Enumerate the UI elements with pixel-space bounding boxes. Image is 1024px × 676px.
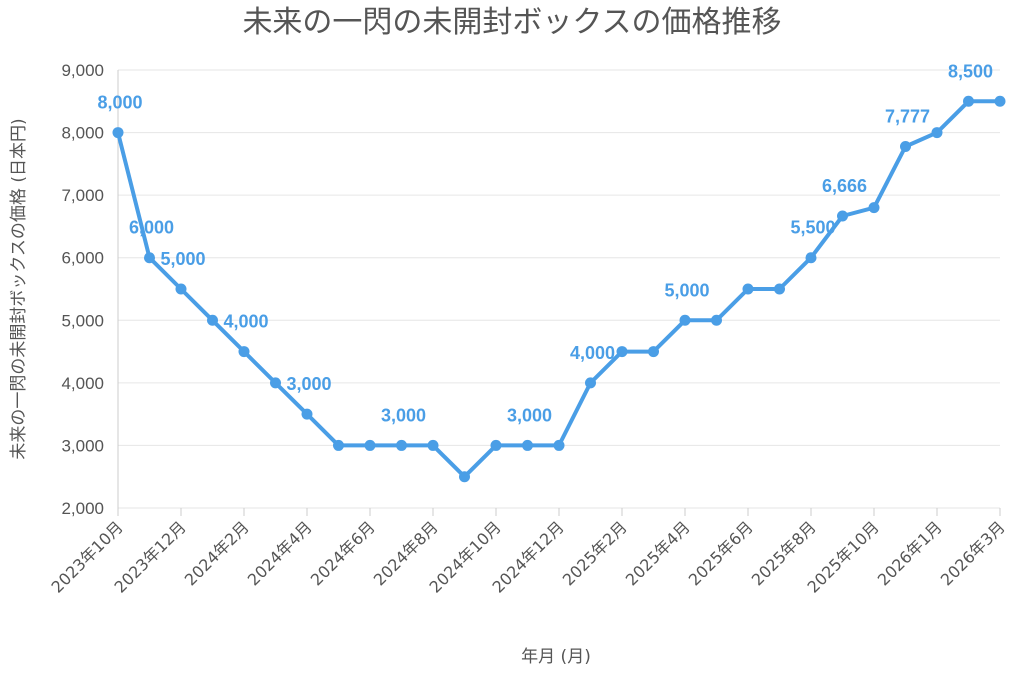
data-label: 6,666 xyxy=(822,176,867,196)
x-tick-label: 2024年2月 xyxy=(181,517,253,589)
x-tick-label: 2024年4月 xyxy=(244,517,316,589)
x-tick-label: 2025年6月 xyxy=(685,517,757,589)
data-point xyxy=(963,95,974,107)
series-line xyxy=(116,99,1000,479)
series-line-layer xyxy=(116,99,1000,479)
data-point xyxy=(238,346,250,358)
data-label: 4,000 xyxy=(223,312,268,332)
data-point xyxy=(585,377,596,389)
data-label: 3,000 xyxy=(381,405,426,425)
data-label: 8,500 xyxy=(948,61,993,81)
data-label: 3,000 xyxy=(507,405,552,425)
data-point xyxy=(490,439,502,451)
y-tick-label: 7,000 xyxy=(61,186,104,205)
data-label: 7,777 xyxy=(885,107,930,127)
x-tick-label: 2025年2月 xyxy=(559,517,631,589)
data-label: 8,000 xyxy=(97,93,142,113)
data-label: 5,000 xyxy=(160,249,205,269)
y-tick-label: 9,000 xyxy=(61,61,104,80)
data-point xyxy=(396,439,407,451)
y-axis-label: 未来の一閃の未開封ボックスの価格 (日本円) xyxy=(9,118,29,459)
x-tick-label: 2025年4月 xyxy=(622,517,694,589)
data-label: 6,000 xyxy=(129,218,174,238)
data-point xyxy=(459,471,470,483)
data-point xyxy=(207,314,218,326)
data-point xyxy=(679,314,691,326)
data-point xyxy=(333,439,344,451)
data-point xyxy=(112,127,124,139)
y-tick-label: 6,000 xyxy=(61,249,104,268)
data-point xyxy=(711,314,722,326)
data-point xyxy=(648,346,659,358)
data-point xyxy=(900,141,911,153)
data-point xyxy=(270,377,281,389)
data-point xyxy=(427,439,439,451)
data-point xyxy=(553,439,565,451)
data-point xyxy=(805,252,817,264)
y-axis-ticks: 2,000 3,000 4,000 5,000 6,000 7,000 8,000 9,000 xyxy=(61,61,104,518)
x-tick-label: 2026年1月 xyxy=(874,517,946,589)
x-tick-label: 2026年3月 xyxy=(937,517,1009,589)
data-point xyxy=(301,408,313,420)
y-tick-label: 2,000 xyxy=(61,499,104,518)
data-label: 5,000 xyxy=(664,280,709,300)
data-point xyxy=(522,439,533,451)
y-tick-label: 3,000 xyxy=(61,436,104,455)
data-point xyxy=(931,127,943,139)
data-label: 4,000 xyxy=(570,343,615,363)
data-point xyxy=(144,252,155,264)
data-point xyxy=(364,439,376,451)
series-points xyxy=(112,95,1006,483)
data-point xyxy=(868,202,880,214)
data-label: 3,000 xyxy=(286,374,331,394)
y-tick-label: 8,000 xyxy=(61,124,104,143)
data-point xyxy=(994,95,1006,107)
x-tick-label: 2024年6月 xyxy=(307,517,379,589)
data-point xyxy=(774,283,785,295)
data-point xyxy=(837,210,848,222)
data-point xyxy=(742,283,754,295)
x-axis-ticks: 2023年10月2023年12月2024年2月2024年4月2024年6月202… xyxy=(48,508,1009,597)
data-label: 5,500 xyxy=(790,218,835,238)
y-tick-label: 4,000 xyxy=(61,374,104,393)
data-point xyxy=(175,283,187,295)
data-labels: 8,000 6,000 5,000 4,000 3,000 3,000 3,000 4,000… xyxy=(97,61,993,425)
y-tick-label: 5,000 xyxy=(61,311,104,330)
chart-title: 未来の一閃の未開封ボックスの価格推移 xyxy=(242,5,781,40)
x-axis-label: 年月 (月) xyxy=(521,647,591,667)
gridlines xyxy=(117,69,1000,509)
data-point xyxy=(616,346,628,358)
